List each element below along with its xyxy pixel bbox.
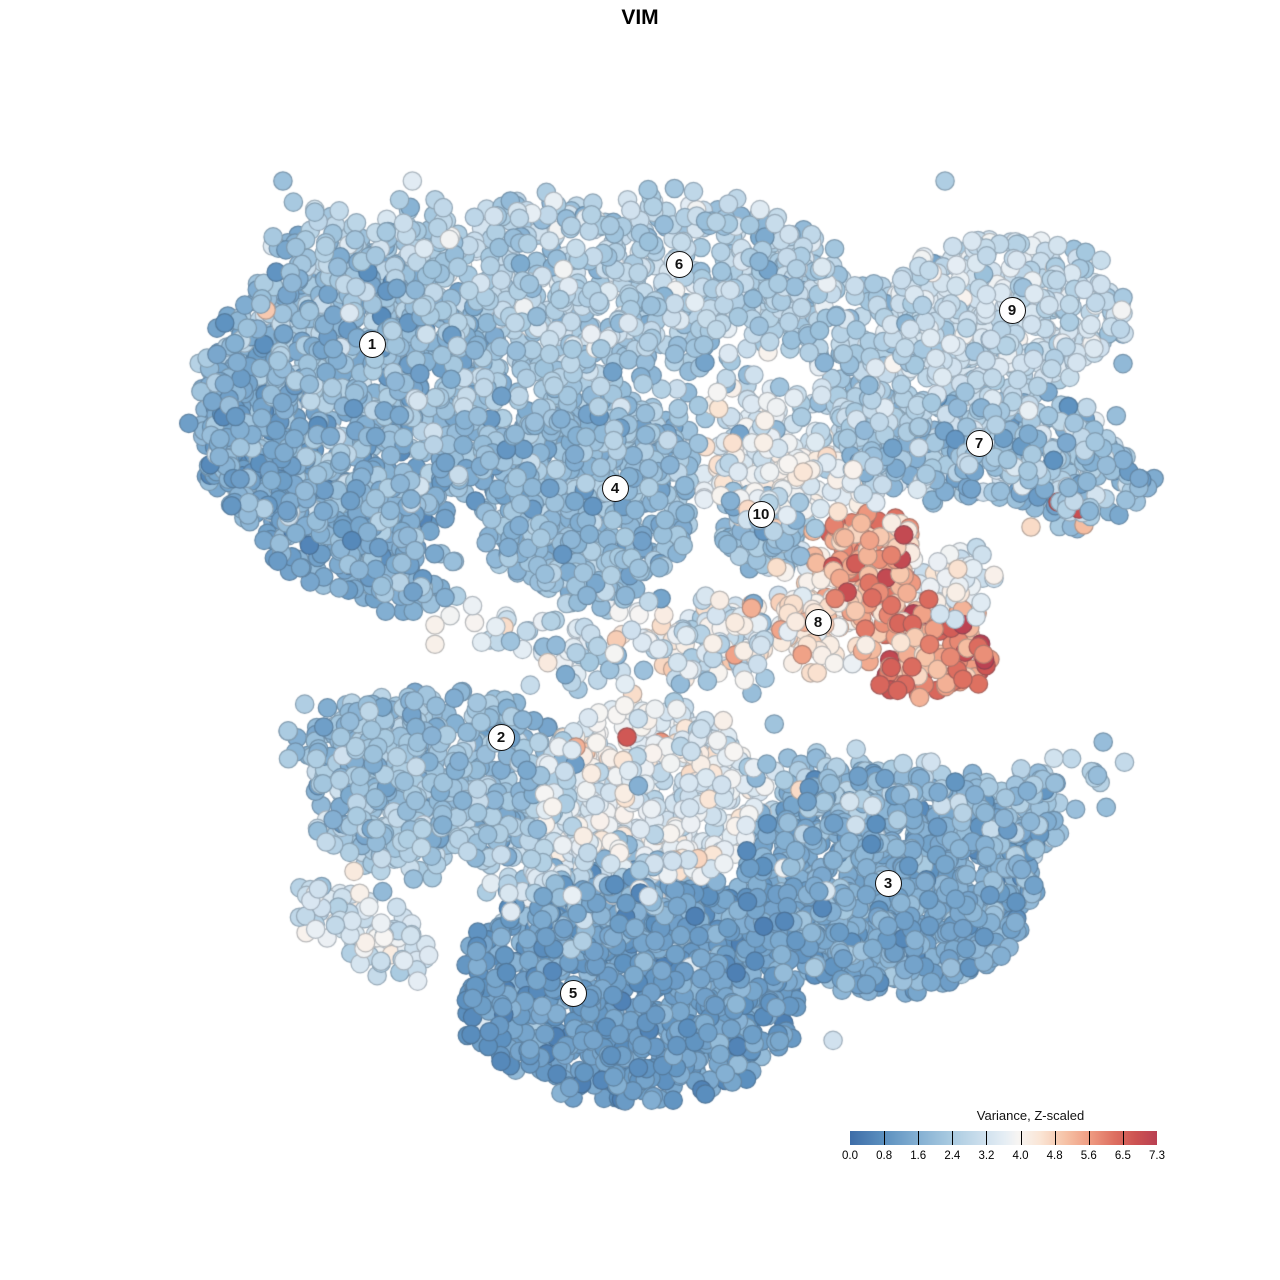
cluster-label-9: 9 (998, 296, 1026, 324)
cluster-label-6: 6 (665, 250, 693, 278)
cluster-label-4: 4 (601, 474, 629, 502)
cluster-label-5: 5 (559, 979, 587, 1007)
cluster-label-8: 8 (804, 608, 832, 636)
cluster-label-7: 7 (965, 429, 993, 457)
cluster-label-3: 3 (874, 869, 902, 897)
cluster-label-10: 10 (747, 500, 775, 528)
cluster-label-1: 1 (358, 330, 386, 358)
cluster-label-2: 2 (487, 723, 515, 751)
